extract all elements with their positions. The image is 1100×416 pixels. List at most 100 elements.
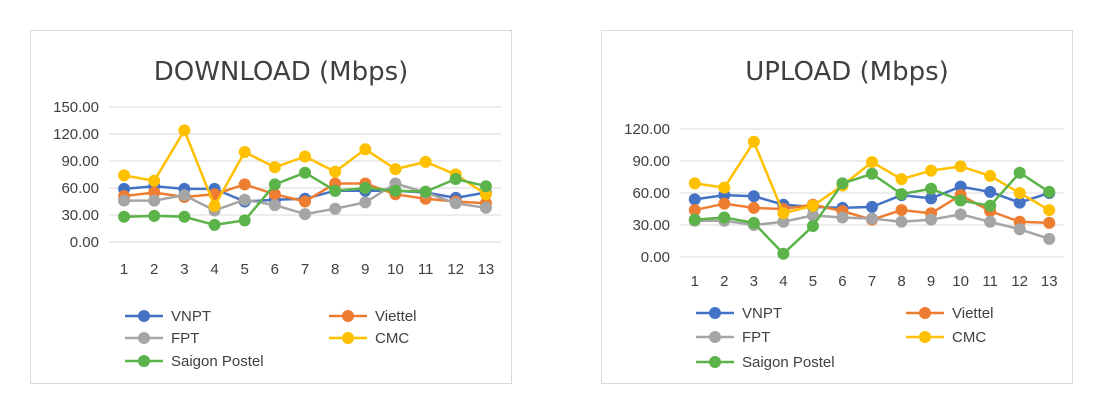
- download-legend-label: Saigon Postel: [171, 353, 264, 370]
- upload-legend-marker: [919, 331, 931, 343]
- upload-legend-label: CMC: [952, 329, 986, 346]
- upload-x-tick-label: 4: [779, 273, 787, 290]
- upload-cmc-point: [718, 181, 731, 194]
- download-legend-marker: [138, 332, 150, 344]
- download-cmc-point: [178, 124, 191, 137]
- upload-cmc-point: [866, 156, 878, 169]
- download-x-tick-label: 1: [120, 261, 128, 278]
- upload-x-tick-label: 9: [927, 273, 935, 290]
- download-x-tick-label: 9: [361, 261, 369, 278]
- download-chart-panel: DOWNLOAD (Mbps) 0.00 30.00 60.00 90.00 120.00…: [30, 30, 512, 384]
- upload-y-tick-label: 0.00: [641, 249, 670, 266]
- upload-vnpt-point: [866, 200, 878, 213]
- download-cmc-point: [118, 169, 131, 182]
- upload-saigon-postel-point: [895, 188, 908, 201]
- download-x-tick-label: 13: [478, 261, 495, 278]
- upload-saigon-postel-point: [984, 199, 997, 212]
- download-y-tick-label: 90.00: [61, 153, 99, 170]
- upload-x-tick-label: 3: [750, 273, 758, 290]
- upload-legend-label: Saigon Postel: [742, 354, 835, 371]
- download-saigon-postel-point: [208, 218, 221, 231]
- download-legend-cmc: CMC: [329, 330, 409, 347]
- download-x-tick-label: 5: [241, 261, 249, 278]
- upload-vnpt-point: [925, 192, 938, 205]
- download-saigon-postel-point: [148, 209, 161, 222]
- download-legend-label: FPT: [171, 330, 199, 347]
- upload-x-tick-label: 7: [868, 273, 876, 290]
- download-saigon-postel-point: [359, 182, 372, 194]
- upload-saigon-postel-point: [777, 247, 790, 260]
- upload-saigon-postel-point: [747, 216, 760, 229]
- download-cmc-point: [389, 163, 402, 176]
- upload-cmc-point: [777, 207, 790, 220]
- upload-y-tick-label: 60.00: [632, 185, 670, 202]
- download-fpt-point: [238, 193, 251, 206]
- download-chart: DOWNLOAD (Mbps) 0.00 30.00 60.00 90.00 120.00…: [53, 57, 501, 370]
- upload-legend-fpt: FPT: [696, 329, 770, 346]
- download-y-tick-label: 30.00: [61, 207, 99, 224]
- download-saigon-postel-point: [299, 166, 311, 179]
- upload-fpt-point: [925, 213, 938, 226]
- upload-saigon-postel-point: [688, 213, 701, 226]
- download-saigon-postel-point: [118, 210, 131, 223]
- download-legend-saigon-postel: Saigon Postel: [125, 353, 264, 370]
- download-chart-title: DOWNLOAD (Mbps): [154, 57, 409, 87]
- upload-y-tick-label: 90.00: [632, 153, 670, 170]
- download-saigon-postel-point: [329, 184, 342, 197]
- download-saigon-postel-point: [178, 210, 191, 223]
- upload-viettel-point: [747, 201, 760, 214]
- download-cmc-point: [238, 146, 251, 158]
- upload-fpt-point: [836, 211, 849, 224]
- upload-legend-saigon-postel: Saigon Postel: [696, 354, 835, 371]
- upload-cmc-point: [806, 199, 819, 212]
- upload-series-cmc: [688, 135, 1056, 220]
- upload-saigon-postel-point: [866, 167, 878, 180]
- upload-legend-marker: [709, 356, 721, 368]
- upload-cmc-point: [984, 169, 997, 182]
- download-x-tick-label: 12: [447, 261, 464, 278]
- download-x-tick-label: 2: [150, 261, 158, 278]
- upload-series-saigon-postel: [688, 166, 1056, 260]
- download-legend-marker: [138, 355, 150, 367]
- download-legend-marker: [342, 310, 354, 322]
- upload-x-tick-label: 5: [809, 273, 817, 290]
- download-cmc-point: [419, 155, 432, 168]
- upload-viettel-point: [1043, 216, 1056, 229]
- download-viettel-point: [268, 188, 281, 201]
- upload-cmc-point: [954, 160, 967, 173]
- upload-cmc-point: [925, 164, 938, 177]
- upload-legend-marker: [709, 331, 721, 343]
- download-x-tick-label: 7: [301, 261, 309, 278]
- upload-legend-label: Viettel: [952, 305, 993, 322]
- upload-series-vnpt: [688, 180, 1056, 214]
- download-cmc-point: [208, 200, 221, 212]
- download-viettel-point: [299, 195, 311, 208]
- upload-fpt-point: [1043, 232, 1056, 245]
- upload-vnpt-point: [1013, 196, 1026, 209]
- upload-y-tick-label: 30.00: [632, 217, 670, 234]
- upload-vnpt-point: [954, 180, 967, 193]
- upload-cmc-point: [688, 177, 701, 190]
- download-saigon-postel-point: [268, 178, 281, 191]
- download-fpt-point: [359, 196, 372, 209]
- upload-legend-vnpt: VNPT: [696, 305, 782, 322]
- upload-saigon-postel-point: [718, 211, 731, 224]
- upload-legend-label: VNPT: [742, 305, 782, 322]
- upload-chart-title: UPLOAD (Mbps): [745, 57, 949, 87]
- upload-viettel-point: [688, 204, 701, 217]
- upload-fpt-point: [1013, 223, 1026, 236]
- upload-x-tick-label: 10: [952, 273, 969, 290]
- download-cmc-point: [359, 143, 372, 156]
- upload-cmc-point: [747, 135, 760, 148]
- upload-saigon-postel-point: [806, 220, 819, 233]
- upload-fpt-point: [866, 212, 878, 225]
- upload-x-tick-label: 11: [982, 273, 998, 290]
- download-fpt-point: [449, 197, 462, 210]
- upload-fpt-point: [777, 215, 790, 228]
- download-fpt-point: [148, 194, 161, 207]
- upload-chart-panel: UPLOAD (Mbps) 0.00 30.00 60.00 90.00 120.00 1 2…: [601, 30, 1073, 384]
- upload-vnpt-point: [688, 193, 701, 206]
- download-legend-marker: [138, 310, 150, 322]
- upload-viettel-point: [718, 197, 731, 210]
